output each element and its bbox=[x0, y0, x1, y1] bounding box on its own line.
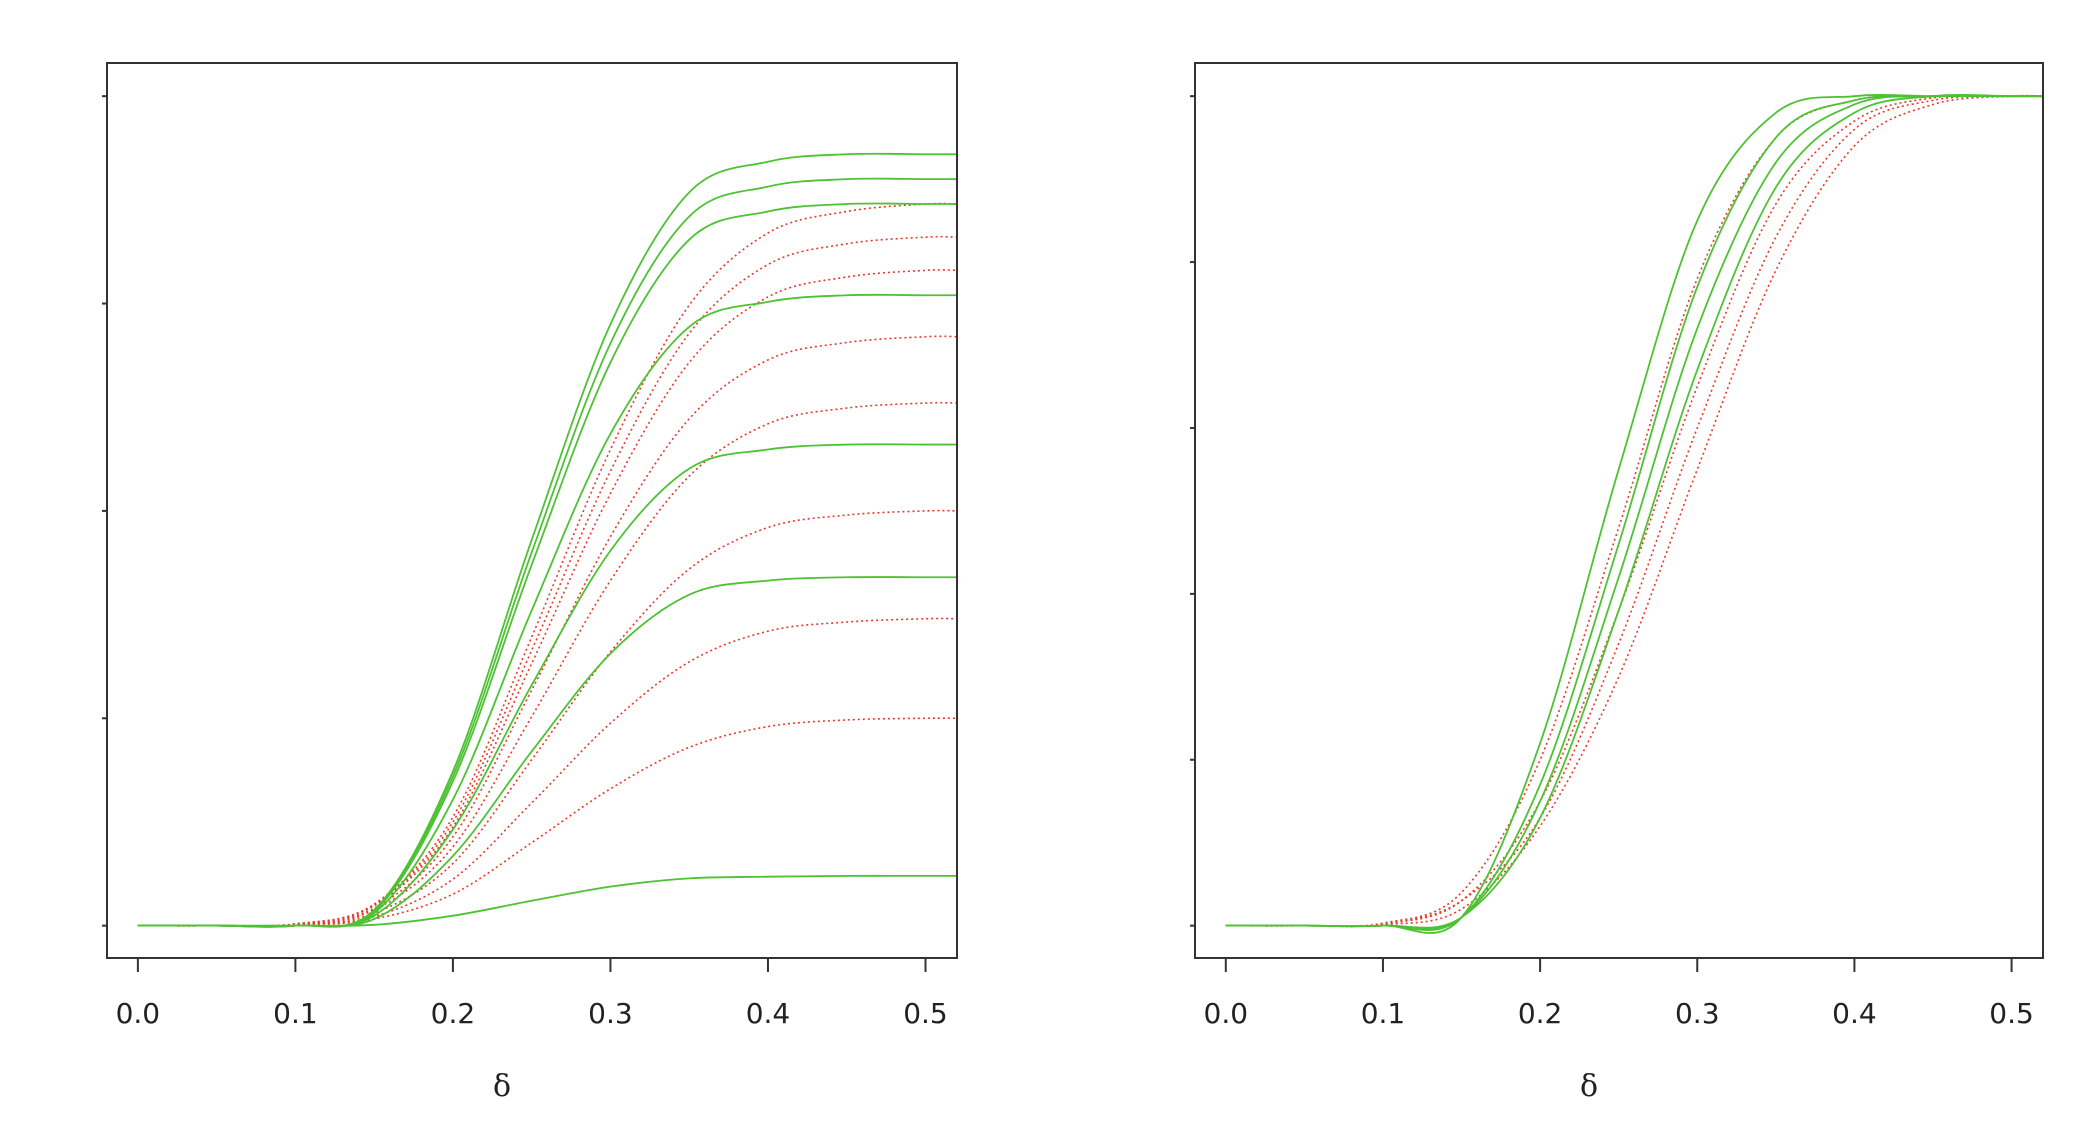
curve bbox=[1225, 95, 2043, 928]
x-tick-label: 0.3 bbox=[588, 997, 633, 1030]
x-tick-label: 0.1 bbox=[1361, 997, 1406, 1030]
panel: 0.0 0.1 0.2 0.3 0.4 0.5 δ bbox=[102, 62, 958, 1104]
curve bbox=[137, 717, 957, 927]
plot-frame bbox=[1194, 62, 2044, 959]
curve bbox=[1225, 94, 2043, 929]
curve bbox=[137, 617, 957, 927]
x-tick-label: 0.2 bbox=[1518, 997, 1563, 1030]
panel: 0.0 0.1 0.2 0.3 0.4 0.5 δ bbox=[1190, 62, 2044, 1104]
curve bbox=[1225, 95, 2043, 928]
curve bbox=[137, 202, 957, 928]
curve bbox=[1225, 94, 2043, 928]
curve bbox=[137, 335, 957, 928]
curve bbox=[137, 202, 957, 927]
x-tick-label: 0.2 bbox=[431, 997, 476, 1030]
x-tick-label: 0.5 bbox=[903, 997, 948, 1030]
x-axis-title: δ bbox=[1580, 1069, 1598, 1104]
curve bbox=[137, 152, 957, 928]
x-tick-label: 0.3 bbox=[1675, 997, 1720, 1030]
curve bbox=[137, 177, 957, 928]
x-tick-label: 0.5 bbox=[1989, 997, 2034, 1030]
plot-frame bbox=[106, 62, 958, 959]
curve bbox=[1225, 94, 2043, 931]
x-tick-label: 0.0 bbox=[116, 997, 161, 1030]
curve bbox=[1225, 94, 2043, 934]
curve bbox=[137, 401, 957, 928]
curve bbox=[137, 293, 957, 928]
curve bbox=[137, 269, 957, 927]
x-tick-label: 0.4 bbox=[746, 997, 791, 1030]
x-tick-label: 0.0 bbox=[1204, 997, 1249, 1030]
curve bbox=[137, 235, 957, 927]
x-tick-label: 0.4 bbox=[1832, 997, 1877, 1030]
x-tick-label: 0.1 bbox=[273, 997, 318, 1030]
curve bbox=[1225, 94, 2043, 930]
curve bbox=[137, 874, 957, 927]
x-axis-title: δ bbox=[493, 1069, 511, 1104]
curve bbox=[1225, 94, 2043, 928]
